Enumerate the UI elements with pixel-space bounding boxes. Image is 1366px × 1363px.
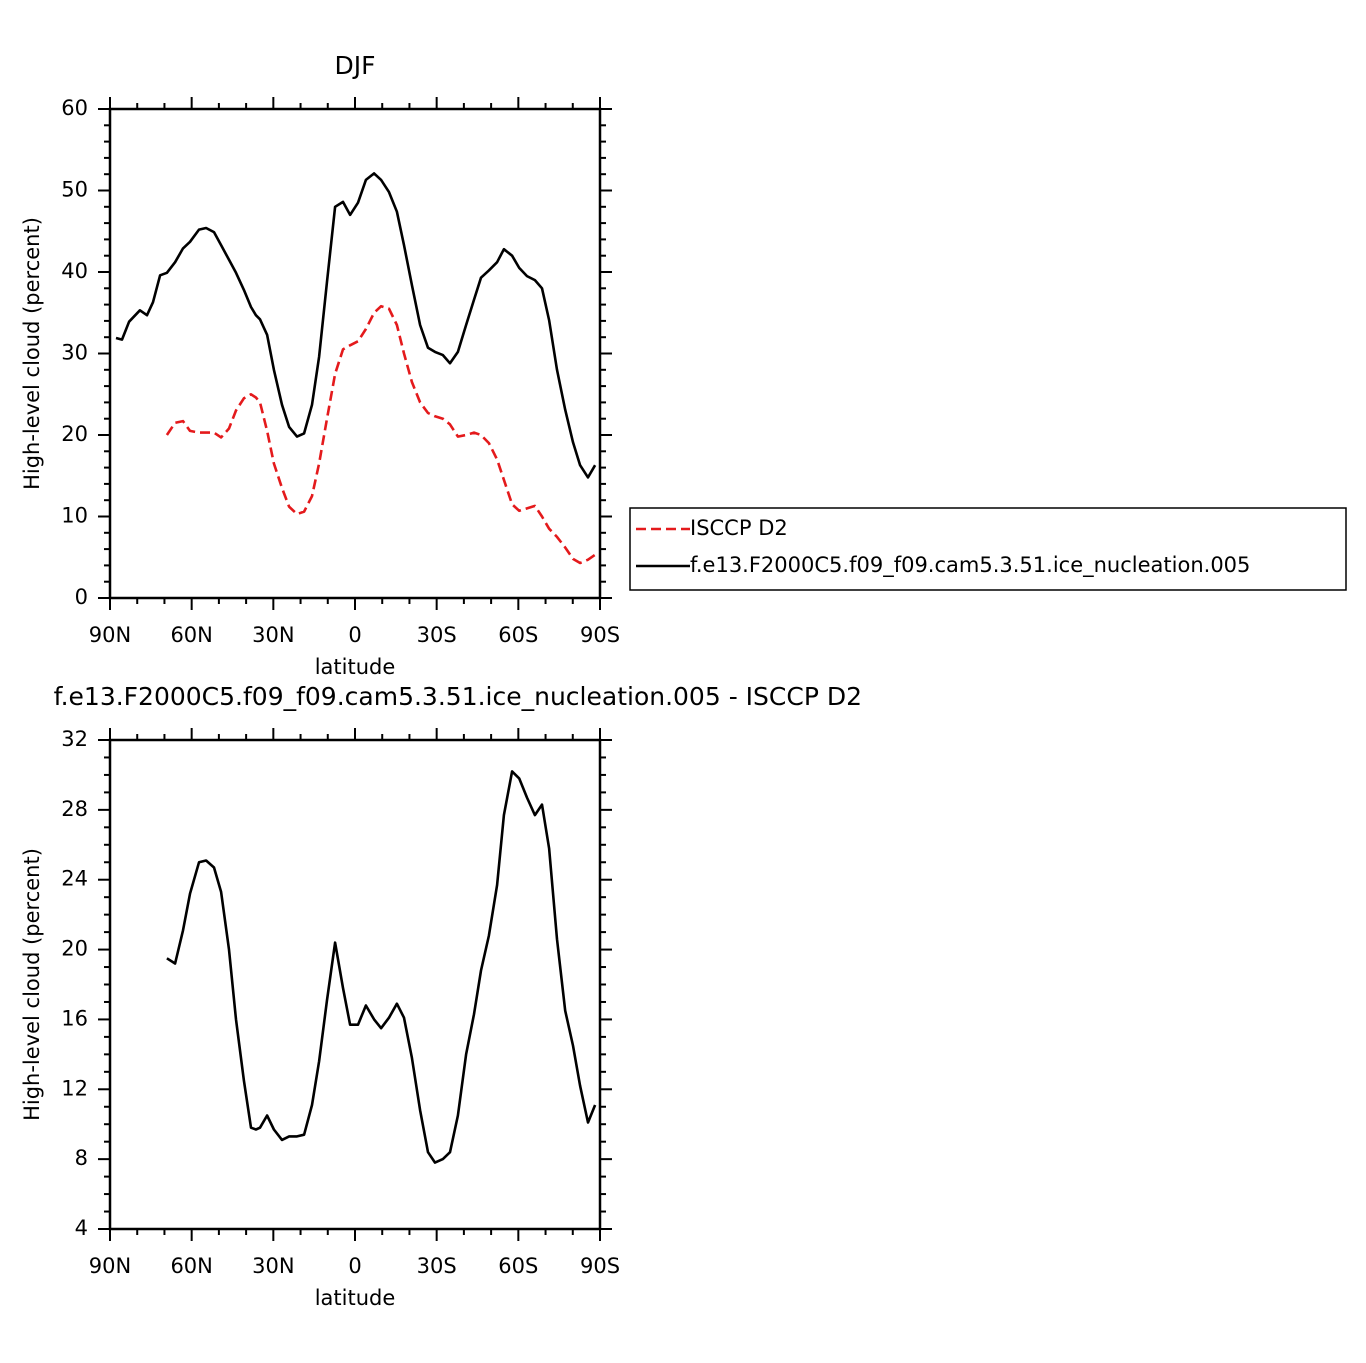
data-line — [165, 304, 596, 565]
x-tick-label: 90N — [89, 623, 131, 647]
x-axis-label: latitude — [315, 1286, 396, 1310]
y-tick-label: 30 — [61, 341, 88, 365]
legend-box — [629, 507, 1347, 591]
y-tick-label: 4 — [75, 1216, 88, 1240]
y-tick-label: 8 — [75, 1146, 88, 1170]
x-axis-label: latitude — [315, 655, 396, 679]
y-tick-label: 20 — [61, 422, 88, 446]
legend-label: ISCCP D2 — [690, 516, 788, 540]
x-tick-label: 90S — [580, 623, 620, 647]
x-tick-label: 60S — [498, 1254, 538, 1278]
y-tick-label: 24 — [61, 867, 88, 891]
plot-frame — [108, 107, 602, 600]
x-tick-label: 30S — [417, 623, 457, 647]
y-tick-label: 60 — [61, 96, 88, 120]
x-tick-label: 90S — [580, 1254, 620, 1278]
x-tick-label: 60N — [170, 1254, 212, 1278]
x-tick-label: 0 — [348, 623, 361, 647]
y-tick-label: 0 — [75, 585, 88, 609]
y-tick-label: 50 — [61, 178, 88, 202]
data-line — [115, 172, 597, 479]
y-tick-label: 16 — [61, 1006, 88, 1030]
y-tick-label: 10 — [61, 504, 88, 528]
y-tick-label: 28 — [61, 797, 88, 821]
data-line — [166, 770, 597, 1164]
x-tick-label: 0 — [348, 1254, 361, 1278]
x-tick-label: 30S — [417, 1254, 457, 1278]
x-tick-label: 60N — [170, 623, 212, 647]
plot-frame — [108, 738, 602, 1231]
y-tick-label: 32 — [61, 727, 88, 751]
chart-title: DJF — [334, 51, 375, 80]
x-tick-label: 90N — [89, 1254, 131, 1278]
x-tick-label: 30N — [252, 1254, 294, 1278]
y-tick-label: 40 — [61, 259, 88, 283]
chart-title: f.e13.F2000C5.f09_f09.cam5.3.51.ice_nucl… — [54, 682, 862, 711]
y-axis-label: High-level cloud (percent) — [20, 217, 44, 490]
legend-label: f.e13.F2000C5.f09_f09.cam5.3.51.ice_nucl… — [690, 553, 1250, 578]
y-tick-label: 20 — [61, 937, 88, 961]
y-axis-label: High-level cloud (percent) — [20, 848, 44, 1121]
x-tick-label: 30N — [252, 623, 294, 647]
x-tick-label: 60S — [498, 623, 538, 647]
y-tick-label: 12 — [61, 1076, 88, 1100]
